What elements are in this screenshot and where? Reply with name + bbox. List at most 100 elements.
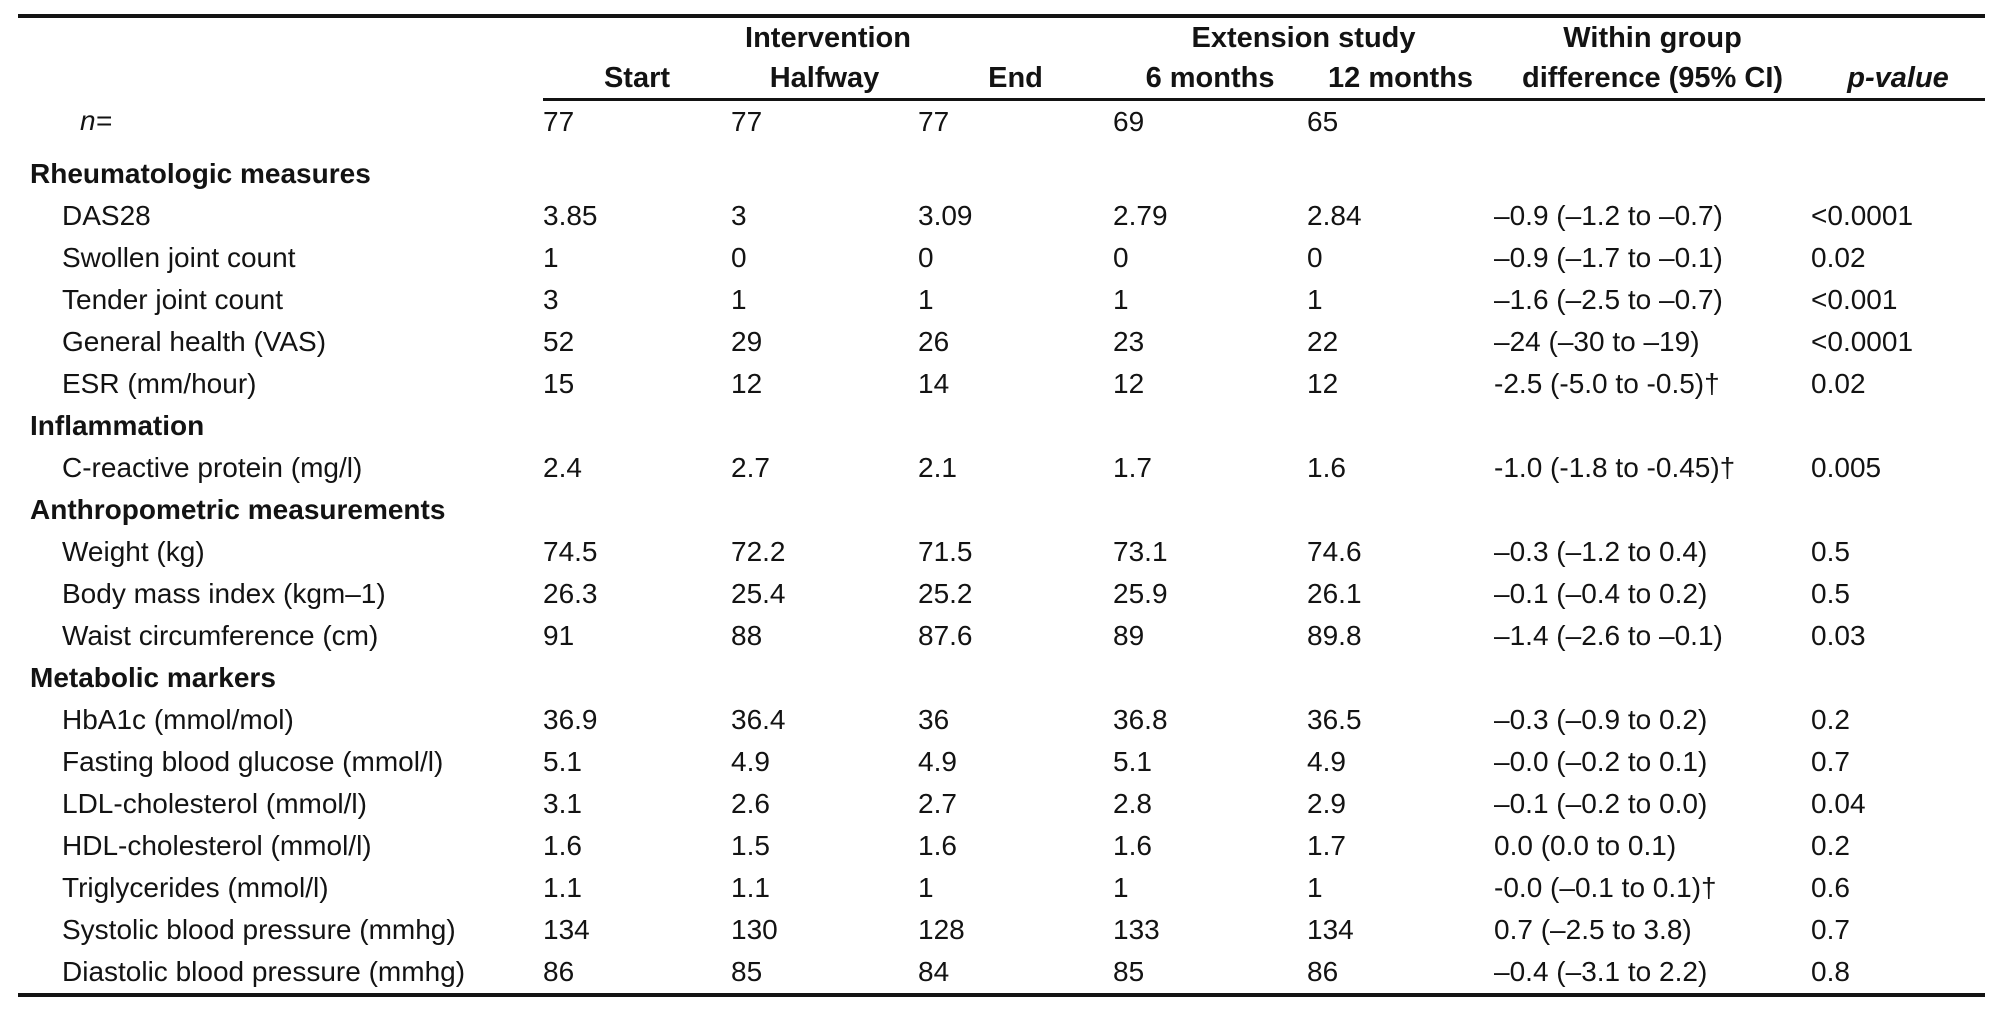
value-cell: 1 — [1307, 283, 1323, 315]
p-cell: 0.5 — [1811, 577, 1850, 609]
p-cell: <0.0001 — [1811, 199, 1914, 231]
p-cell: 0.6 — [1811, 871, 1850, 903]
measure-row: HbA1c (mmol/mol) 36.9 36.4 36 36.8 36.5 –0.3 (… — [18, 699, 1985, 741]
value-cell: 84 — [918, 955, 950, 987]
diff-cell: –0.3 (–0.9 to 0.2) — [1494, 703, 1708, 735]
value-cell: 29 — [731, 325, 763, 357]
row-label: Tender joint count — [62, 283, 284, 315]
column-header-row: Start Halfway End 6 months 12 months — [18, 59, 1985, 102]
value-cell: 12 — [731, 367, 763, 399]
value-cell: 36.9 — [543, 703, 598, 735]
value-cell: 74.6 — [1307, 535, 1362, 567]
value-cell: 128 — [918, 913, 965, 945]
p-cell: 0.04 — [1811, 787, 1866, 819]
measure-row: General health (VAS) 52 29 26 23 22 –24 (–30 t… — [18, 321, 1985, 363]
value-cell: 2.1 — [918, 451, 957, 483]
p-cell: 0.03 — [1811, 619, 1866, 651]
measure-row: LDL-cholesterol (mmol/l) 3.1 2.6 2.7 2.8 2.9 –… — [18, 783, 1985, 825]
value-cell: 1 — [543, 241, 559, 273]
value-cell: 23 — [1113, 325, 1145, 357]
diff-cell: –0.1 (–0.2 to 0.0) — [1494, 787, 1708, 819]
value-cell: 2.9 — [1307, 787, 1346, 819]
p-cell — [1811, 100, 1985, 154]
value-cell: 26.3 — [543, 577, 598, 609]
value-cell: 1.1 — [731, 871, 770, 903]
value-cell: 1.6 — [1113, 829, 1152, 861]
value-cell: 73.1 — [1113, 535, 1168, 567]
row-label: Swollen joint count — [62, 241, 296, 273]
value-cell: 5.1 — [543, 745, 582, 777]
row-label: C-reactive protein (mg/l) — [62, 451, 363, 483]
value-cell: 15 — [543, 367, 575, 399]
value-cell: 134 — [543, 913, 590, 945]
row-label: n= — [80, 104, 112, 136]
value-cell: 1 — [731, 283, 747, 315]
measure-row: Body mass index (kgm–1) 26.3 25.4 25.2 25.9 2… — [18, 573, 1985, 615]
measure-row: Fasting blood glucose (mmol/l) 5.1 4.9 4.9 5… — [18, 741, 1985, 783]
value-cell: 1 — [1113, 871, 1129, 903]
value-cell: 89.8 — [1307, 619, 1362, 651]
value-cell: 36.8 — [1113, 703, 1168, 735]
group-header-row: Intervention Extension study Within grou… — [18, 16, 1986, 101]
corner-cell — [18, 16, 543, 100]
within-group-line2: difference (95% CI) — [1521, 62, 1784, 94]
value-cell: 25.9 — [1113, 577, 1168, 609]
value-cell: 85 — [1113, 955, 1145, 987]
measure-row: Systolic blood pressure (mmhg) 134 130 128 1… — [18, 909, 1985, 951]
value-cell: 88 — [731, 619, 763, 651]
diff-cell: -1.0 (-1.8 to -0.45)† — [1494, 451, 1736, 483]
value-cell: 3 — [731, 199, 747, 231]
diff-cell: -0.0 (–0.1 to 0.1)† — [1494, 871, 1717, 903]
column-header-start: Start — [543, 59, 731, 102]
section-row: Metabolic markers — [18, 657, 1985, 699]
value-cell: 2.6 — [731, 787, 770, 819]
measure-row: Waist circumference (cm) 91 88 87.6 89 89.8 –1… — [18, 615, 1985, 657]
value-cell: 2.8 — [1113, 787, 1152, 819]
value-cell: 1.6 — [1307, 451, 1346, 483]
value-cell: 85 — [731, 955, 763, 987]
section-row: Anthropometric measurements — [18, 489, 1985, 531]
section-title: Metabolic markers — [30, 661, 276, 693]
diff-cell: –0.3 (–1.2 to 0.4) — [1494, 535, 1708, 567]
p-cell: 0.5 — [1811, 535, 1850, 567]
column-header-within-group-difference: Within group difference (95% CI) — [1494, 16, 1812, 101]
row-label: Waist circumference (cm) — [62, 619, 379, 651]
value-cell: 71.5 — [918, 535, 973, 567]
measure-row: Diastolic blood pressure (mmhg) 86 85 84 85 8… — [18, 951, 1985, 995]
row-label: HDL-cholesterol (mmol/l) — [62, 829, 372, 861]
diff-cell — [1494, 100, 1811, 154]
p-cell: 0.2 — [1811, 703, 1850, 735]
p-cell: 0.02 — [1811, 367, 1866, 399]
value-cell: 14 — [918, 367, 950, 399]
row-label: Weight (kg) — [62, 535, 205, 567]
measure-row: DAS28 3.85 3 3.09 2.79 2.84 –0.9 (–1.2 to –0.7… — [18, 195, 1985, 237]
value-cell: 69 — [1113, 106, 1145, 137]
measure-row: HDL-cholesterol (mmol/l) 1.6 1.5 1.6 1.6 1.7 0… — [18, 825, 1985, 867]
diff-cell: 0.7 (–2.5 to 3.8) — [1494, 913, 1692, 945]
value-cell: 22 — [1307, 325, 1339, 357]
value-cell: 36.4 — [731, 703, 786, 735]
value-cell: 65 — [1307, 106, 1339, 137]
value-cell: 86 — [1307, 955, 1339, 987]
value-cell: 77 — [918, 106, 950, 137]
p-cell: 0.02 — [1811, 241, 1866, 273]
value-cell: 1.7 — [1307, 829, 1346, 861]
table-header: Intervention Extension study Within grou… — [18, 16, 1986, 102]
value-cell: 130 — [731, 913, 778, 945]
diff-cell: –0.0 (–0.2 to 0.1) — [1494, 745, 1708, 777]
section-title: Inflammation — [30, 409, 205, 441]
value-cell: 2.7 — [731, 451, 770, 483]
p-cell: 0.7 — [1811, 913, 1850, 945]
diff-cell: –0.9 (–1.7 to –0.1) — [1494, 241, 1723, 273]
section-row: Inflammation — [18, 405, 1985, 447]
section-row: Rheumatologic measures — [18, 153, 1985, 195]
value-cell: 0 — [918, 241, 934, 273]
group-header-intervention: Intervention — [745, 21, 911, 54]
value-cell: 77 — [731, 106, 763, 137]
value-cell: 25.2 — [918, 577, 973, 609]
value-cell: 134 — [1307, 913, 1354, 945]
value-cell: 86 — [543, 955, 575, 987]
p-cell: 0.8 — [1811, 955, 1850, 987]
value-cell: 1 — [918, 871, 934, 903]
row-label: HbA1c (mmol/mol) — [62, 703, 294, 735]
